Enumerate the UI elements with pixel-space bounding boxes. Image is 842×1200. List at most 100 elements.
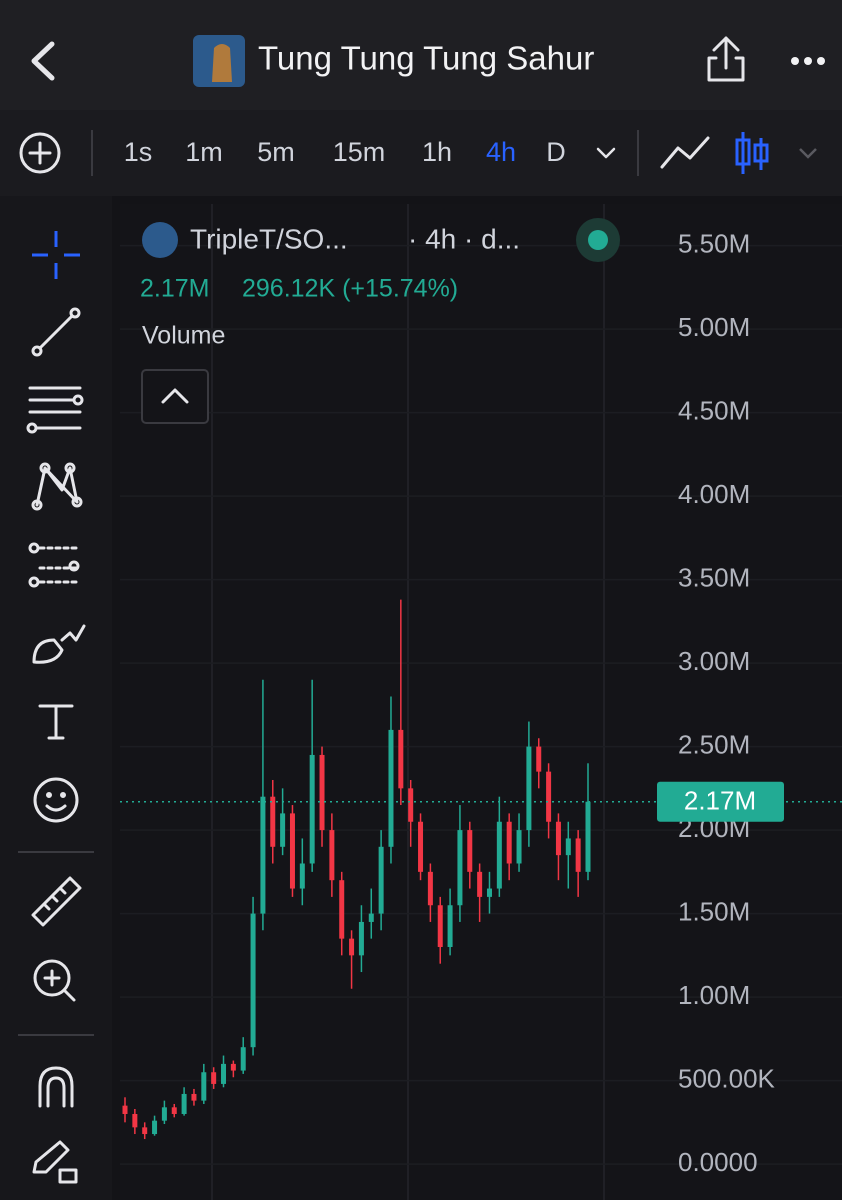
candle-body xyxy=(132,1113,138,1128)
candle-body xyxy=(496,821,502,889)
lock-tool[interactable] xyxy=(32,1140,78,1184)
y-tick-label: 4.00M xyxy=(678,479,750,509)
candle-body xyxy=(526,746,532,831)
symbol-avatar xyxy=(142,222,178,258)
trend-line-tool[interactable] xyxy=(31,307,81,357)
candle-chart-button[interactable] xyxy=(735,132,769,174)
token-avatar-figure xyxy=(212,44,232,82)
y-tick-label: 1.00M xyxy=(678,980,750,1010)
interval-option[interactable]: 5m xyxy=(257,137,295,167)
line-chart-button[interactable] xyxy=(660,136,710,169)
candle-body xyxy=(477,871,483,897)
candle-body xyxy=(161,1107,167,1121)
candle-body xyxy=(368,913,374,922)
candle-body xyxy=(467,830,473,872)
y-tick-label: 0.0000 xyxy=(678,1147,758,1177)
candle-body xyxy=(142,1127,148,1135)
y-tick-label: 1.50M xyxy=(678,896,750,926)
status-dot xyxy=(588,230,608,250)
candle-body xyxy=(299,863,305,889)
candle-body xyxy=(211,1072,217,1084)
candle-body xyxy=(329,830,335,881)
page-title: Tung Tung Tung Sahur xyxy=(258,40,594,77)
interval-option[interactable]: 1h xyxy=(422,137,452,167)
y-tick-label: 5.50M xyxy=(678,228,750,258)
add-button[interactable] xyxy=(19,132,61,174)
fib-tool[interactable] xyxy=(26,386,84,434)
candle-body xyxy=(457,830,463,906)
projection-tool[interactable] xyxy=(28,542,80,588)
candle-body xyxy=(575,838,581,872)
interval-option[interactable]: 4h xyxy=(486,137,516,167)
candle-body xyxy=(122,1105,128,1114)
candle-body xyxy=(289,813,295,889)
chart-type-dropdown[interactable] xyxy=(799,148,817,159)
candle-body xyxy=(388,729,394,847)
last-price: 2.17M xyxy=(140,275,209,303)
candle-body xyxy=(201,1072,207,1101)
magnet-tool[interactable] xyxy=(38,1066,74,1108)
crosshair-tool[interactable] xyxy=(32,231,80,279)
top-bar xyxy=(0,0,842,110)
price-chart: 0.0000500.00K1.00M1.50M2.00M2.50M3.00M3.… xyxy=(120,228,842,1177)
add-icon xyxy=(28,141,52,165)
candle-body xyxy=(555,821,561,856)
indicator-name: Volume xyxy=(142,322,225,350)
candle-body xyxy=(378,846,384,914)
interval-bar xyxy=(0,110,842,196)
y-tick-label: 5.00M xyxy=(678,312,750,342)
candle-body xyxy=(358,921,364,956)
candle-body xyxy=(280,813,286,847)
candle-body xyxy=(506,821,512,864)
candle-body xyxy=(536,746,542,772)
last-price-tag xyxy=(657,781,784,822)
y-tick-label: 3.50M xyxy=(678,562,750,592)
price-change: 296.12K (+15.74%) xyxy=(242,275,458,303)
brush-tool[interactable] xyxy=(32,624,86,664)
candle-body xyxy=(171,1107,177,1114)
candle-body xyxy=(191,1093,197,1101)
candle-body xyxy=(270,796,276,847)
y-tick-label: 3.00M xyxy=(678,646,750,676)
collapse-button[interactable] xyxy=(141,369,209,424)
candle-body xyxy=(427,871,433,906)
candle-body xyxy=(181,1093,187,1114)
candle-body xyxy=(437,905,443,947)
interval-option[interactable]: 15m xyxy=(333,137,386,167)
candle-body xyxy=(309,754,315,864)
candle-body xyxy=(339,880,345,939)
candle-body xyxy=(230,1063,236,1071)
y-tick-label: 4.50M xyxy=(678,395,750,425)
y-tick-label: 500.00K xyxy=(678,1063,776,1093)
y-tick-label: 2.50M xyxy=(678,729,750,759)
symbol-name: TripleT/SO... xyxy=(190,223,348,254)
candle-body xyxy=(447,905,453,947)
ruler-tool[interactable] xyxy=(31,876,82,927)
candle-body xyxy=(565,838,571,856)
collapse-icon xyxy=(161,388,189,404)
candle-body xyxy=(585,801,591,872)
interval-option[interactable]: 1m xyxy=(185,137,223,167)
candle-body xyxy=(398,729,404,789)
vertical-grid xyxy=(211,204,605,1200)
candle-body xyxy=(516,830,522,864)
candle-body xyxy=(418,821,424,872)
chart-panel xyxy=(120,204,842,1200)
share-button[interactable] xyxy=(707,36,745,82)
candle-body xyxy=(221,1063,227,1084)
back-button[interactable] xyxy=(31,41,55,81)
interval-option[interactable]: 1s xyxy=(124,137,153,167)
more-button[interactable] xyxy=(791,57,825,65)
candle-body xyxy=(408,788,414,822)
pattern-tool[interactable] xyxy=(31,462,83,511)
text-tool[interactable] xyxy=(38,704,74,740)
candle-body xyxy=(240,1047,246,1071)
candle-body xyxy=(152,1120,158,1135)
interval-option[interactable]: D xyxy=(546,137,566,167)
interval-dropdown[interactable] xyxy=(596,147,616,159)
zoom-tool[interactable] xyxy=(33,959,76,1002)
interval-list: 1s 1m 5m 15m 1h 4h D xyxy=(124,137,566,167)
emoji-tool[interactable] xyxy=(33,777,79,823)
